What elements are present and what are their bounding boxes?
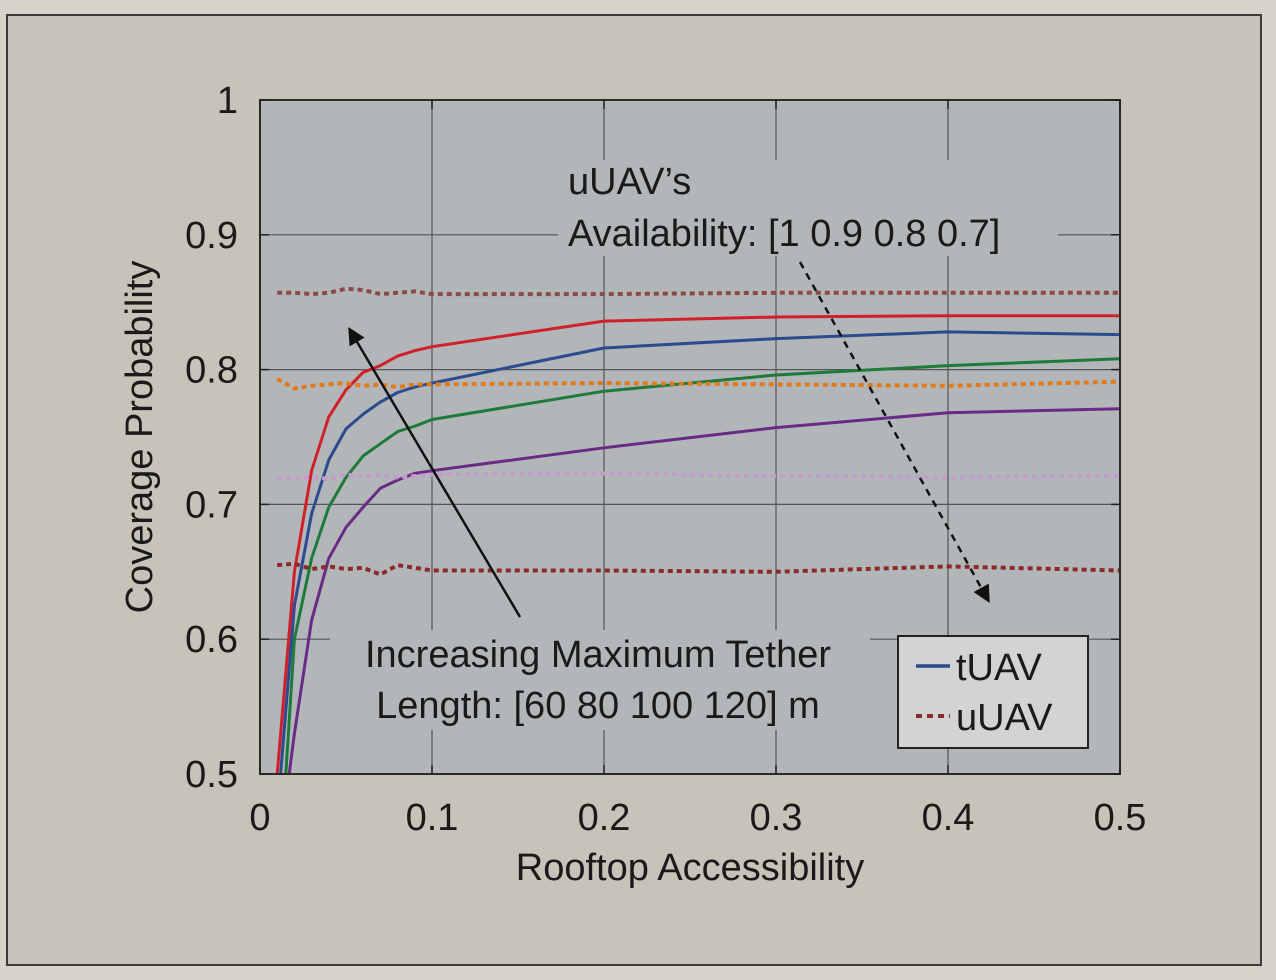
tuav-series-line-0	[275, 314, 1120, 775]
y-tick-label: 0.5	[185, 754, 238, 796]
y-tick-label: 0.7	[185, 484, 238, 526]
y-tick-label: 0.8	[185, 350, 238, 392]
series-layer	[275, 286, 1121, 775]
uuav-series-line-5	[276, 377, 1121, 391]
y-axis-label: Coverage Probability	[119, 261, 161, 614]
tick-layer: 0 0.1 0.2 0.3 0.4 0.5 0.5 0.6 0.7 0.8 0.9 1	[185, 80, 1146, 839]
x-tick-label: 0.2	[578, 797, 631, 839]
tether-arrow	[348, 326, 522, 618]
legend-tuav-label: tUAV	[956, 647, 1043, 689]
availability-label-line2: Availability: [1 0.9 0.8 0.7]	[568, 213, 1000, 255]
x-tick-label: 0	[249, 797, 270, 839]
x-axis-label: Rooftop Accessibility	[516, 847, 865, 889]
x-tick-label: 0.3	[750, 797, 803, 839]
x-tick-label: 0.4	[922, 797, 975, 839]
x-tick-label: 0.5	[1094, 797, 1147, 839]
plot-border	[259, 99, 1121, 775]
uuav-series-line-4	[277, 286, 1120, 297]
tether-label-line2: Length: [60 80 100 120] m	[376, 685, 820, 727]
uuav-series-line-6	[277, 471, 1121, 481]
tuav-series-line-3	[287, 407, 1121, 775]
y-tick-label: 0.9	[185, 215, 238, 257]
availability-label-line1: uUAV’s	[568, 161, 691, 203]
legend-box	[897, 635, 1089, 749]
x-tick-label: 0.1	[406, 797, 459, 839]
tether-label-bg	[330, 630, 870, 730]
uuav-series-line-7	[277, 561, 1121, 577]
availability-label-bg	[558, 160, 1058, 256]
y-tick-label: 0.6	[185, 619, 238, 661]
tuav-series-line-2	[284, 357, 1121, 775]
y-tick-label: 1	[217, 80, 238, 122]
tether-label-line1: Increasing Maximum Tether	[365, 634, 831, 676]
legend-uuav-label: uUAV	[956, 697, 1053, 739]
